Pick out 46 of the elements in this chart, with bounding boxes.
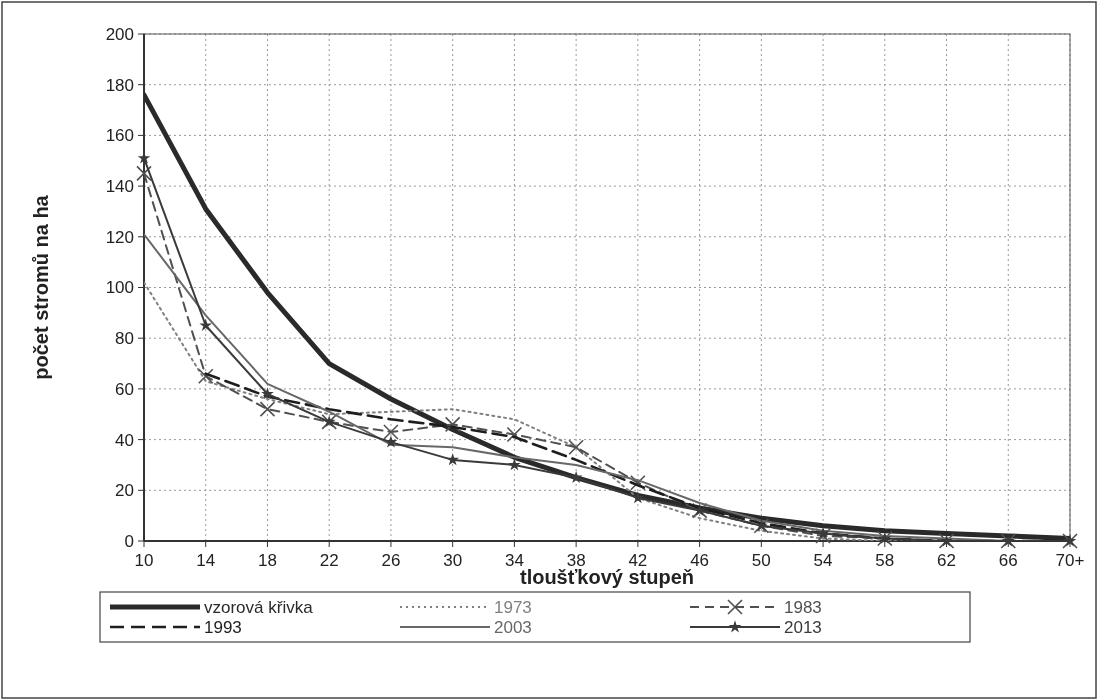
x-tick-label: 70+ [1055, 551, 1085, 570]
x-tick-label: 66 [998, 551, 1018, 570]
text: 2013 [784, 617, 822, 637]
point [444, 416, 461, 433]
y-tick-label: 40 [115, 430, 134, 450]
y-tick-label: 140 [105, 177, 134, 197]
y-tick-label: 120 [105, 227, 134, 247]
text: vzorová křivka [204, 597, 314, 617]
text: 1983 [784, 597, 822, 617]
x-tick-label: 54 [813, 551, 833, 570]
point [197, 368, 214, 385]
x-tick-label: 30 [443, 551, 463, 570]
y-tick-label: 100 [105, 278, 134, 298]
point [508, 458, 521, 471]
point [383, 424, 399, 440]
x-tick-label: 50 [751, 551, 771, 570]
point [569, 470, 583, 484]
point [568, 439, 584, 456]
y-tick-label: 180 [105, 75, 134, 95]
x-tick-label: 14 [196, 551, 216, 570]
point [384, 435, 398, 448]
point [199, 318, 213, 331]
y-tick-label: 200 [105, 24, 134, 44]
text: 1993 [204, 617, 242, 637]
point [630, 474, 646, 491]
point [816, 526, 830, 539]
text: 2003 [494, 617, 532, 637]
point [446, 453, 460, 466]
point [506, 426, 523, 443]
text: 1973 [494, 597, 532, 617]
x-tick-label: 10 [134, 551, 154, 570]
x-tick-label: 26 [381, 551, 401, 570]
y-tick-label: 160 [105, 126, 134, 146]
point [631, 491, 645, 504]
y-tick-label: 80 [115, 329, 134, 349]
point [261, 387, 274, 400]
point [136, 165, 152, 182]
x-tick-label: 22 [319, 551, 339, 570]
y-tick-label: 20 [115, 481, 134, 501]
x-tick-label: 18 [258, 551, 277, 570]
y-axis-title: počet stromů na ha [30, 194, 52, 380]
point [259, 401, 276, 417]
y-tick-label: 60 [115, 379, 134, 399]
x-tick-label: 62 [937, 551, 956, 570]
y-tick-label: 0 [124, 531, 134, 551]
x-tick-label: 58 [875, 551, 895, 570]
